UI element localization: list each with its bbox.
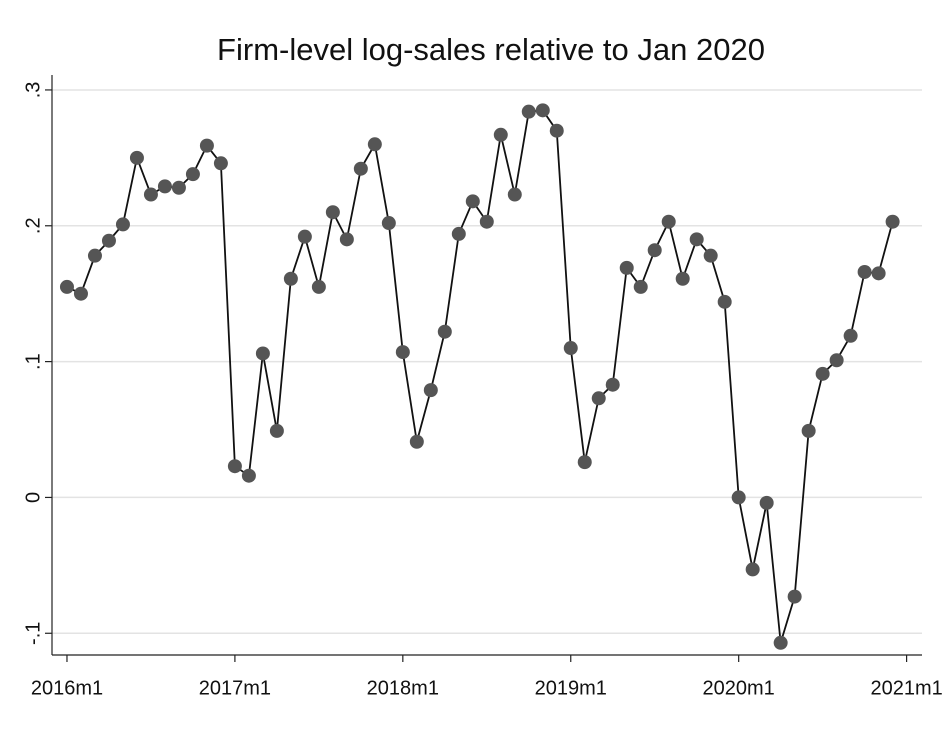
- data-point: [171, 180, 186, 195]
- data-line: [66, 109, 894, 644]
- data-point: [675, 271, 690, 286]
- x-tick-label: 2019m1: [535, 677, 607, 699]
- data-point: [549, 123, 564, 138]
- data-point: [409, 434, 424, 449]
- data-point: [829, 353, 844, 368]
- data-point: [437, 324, 452, 339]
- data-point: [451, 226, 466, 241]
- y-tick-label: .1: [22, 353, 44, 370]
- x-tick-label: 2016m1: [31, 677, 103, 699]
- data-point: [591, 391, 606, 406]
- data-point: [213, 156, 228, 171]
- data-point: [871, 266, 886, 281]
- data-point: [367, 137, 382, 152]
- data-point: [129, 150, 144, 165]
- data-point: [759, 495, 774, 510]
- data-point: [423, 383, 438, 398]
- data-point: [465, 194, 480, 209]
- x-tick-label: 2017m1: [199, 677, 271, 699]
- data-point: [493, 127, 508, 142]
- data-point: [647, 243, 662, 258]
- data-point: [885, 214, 900, 229]
- data-point: [731, 490, 746, 505]
- data-point: [773, 635, 788, 650]
- data-point: [269, 423, 284, 438]
- data-point: [297, 229, 312, 244]
- x-tick-label: 2020m1: [703, 677, 775, 699]
- data-point: [717, 294, 732, 309]
- data-point: [815, 366, 830, 381]
- data-point: [857, 264, 872, 279]
- data-point: [661, 214, 676, 229]
- data-point: [73, 286, 88, 301]
- data-point: [745, 562, 760, 577]
- data-point: [577, 455, 592, 470]
- data-point: [311, 279, 326, 294]
- data-point: [87, 248, 102, 263]
- data-point: [381, 216, 396, 231]
- data-point: [605, 377, 620, 392]
- data-point: [325, 205, 340, 220]
- data-point: [535, 103, 550, 118]
- data-point: [507, 187, 522, 202]
- y-tick-label: .2: [22, 217, 44, 234]
- data-point: [241, 468, 256, 483]
- y-tick-label: .3: [22, 82, 44, 99]
- data-point: [563, 341, 578, 356]
- data-point: [227, 459, 242, 474]
- data-point: [339, 232, 354, 247]
- data-point: [157, 179, 172, 194]
- data-point: [843, 328, 858, 343]
- data-point: [283, 271, 298, 286]
- data-point: [633, 279, 648, 294]
- data-point: [801, 423, 816, 438]
- data-point: [689, 232, 704, 247]
- data-point: [185, 167, 200, 182]
- y-tick-label: -.1: [22, 622, 44, 645]
- data-point: [101, 233, 116, 248]
- data-point: [59, 279, 74, 294]
- data-point: [353, 161, 368, 176]
- data-point: [255, 346, 270, 361]
- data-point: [619, 260, 634, 275]
- data-point: [143, 187, 158, 202]
- data-point: [199, 138, 214, 153]
- chart-title: Firm-level log-sales relative to Jan 202…: [217, 32, 765, 67]
- x-tick-label: 2021m1: [870, 677, 942, 699]
- data-point: [115, 217, 130, 232]
- y-tick-label: 0: [22, 492, 44, 503]
- data-point: [521, 104, 536, 119]
- data-point: [703, 248, 718, 263]
- data-point: [395, 345, 410, 360]
- data-point: [787, 589, 802, 604]
- x-tick-label: 2018m1: [367, 677, 439, 699]
- data-point: [479, 214, 494, 229]
